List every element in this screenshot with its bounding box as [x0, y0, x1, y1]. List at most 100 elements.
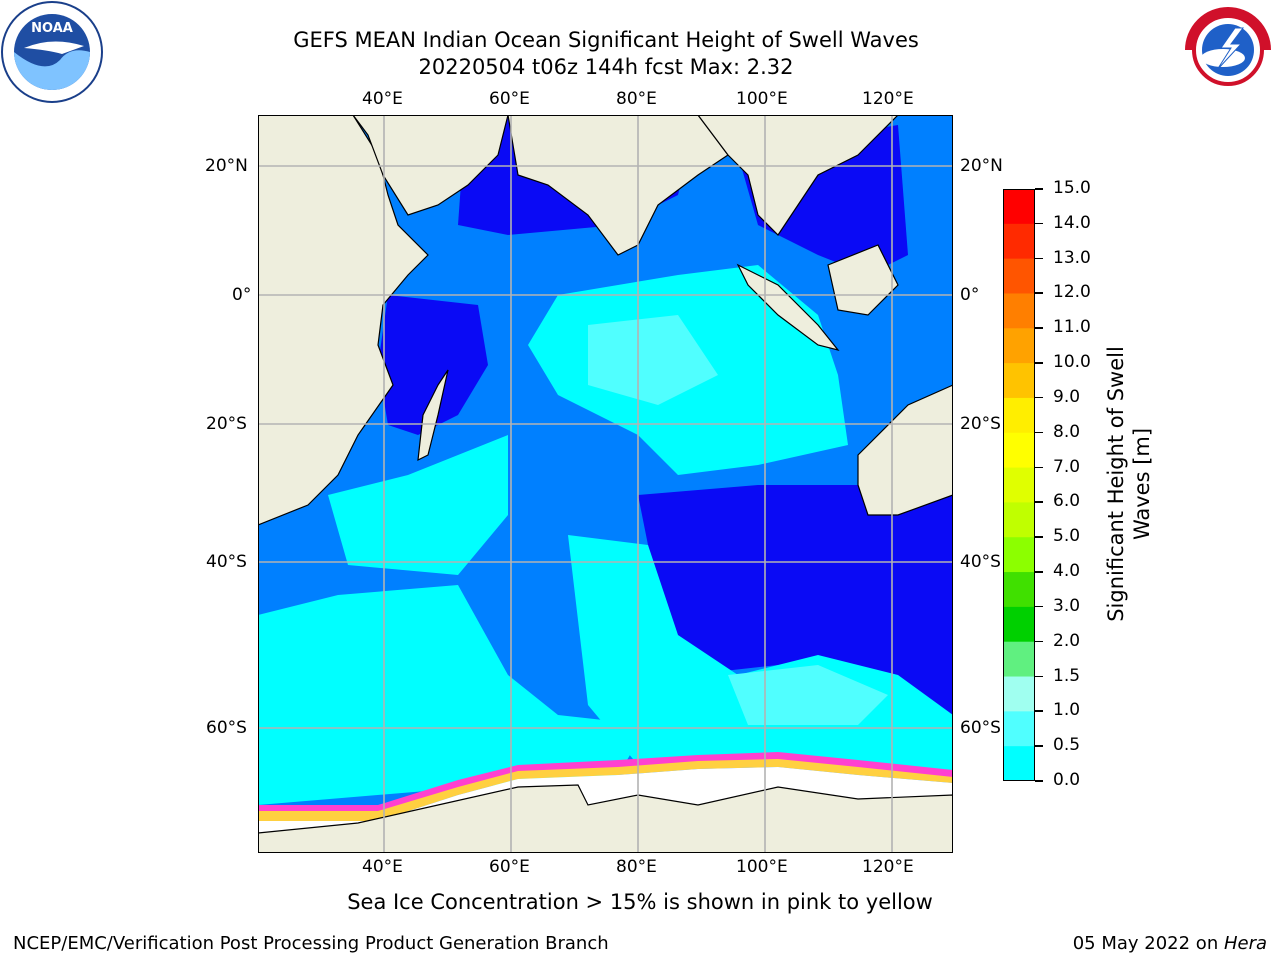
- southeast-asia-land: [697, 115, 899, 236]
- colorbar-tick-label: 3.0: [1053, 595, 1081, 616]
- footer-date: 05 May 2022 on Hera: [1073, 933, 1267, 954]
- colorbar-tick-mark: [1035, 536, 1043, 538]
- colorbar-tick-mark: [1035, 571, 1043, 573]
- colorbar-tick-label: 8.0: [1053, 421, 1081, 442]
- colorbar-tick-label: 15.0: [1053, 178, 1091, 198]
- lat-label-right: 20°S: [960, 414, 1001, 434]
- colorbar-segment: [1003, 363, 1035, 399]
- lat-label-left: 60°S: [206, 718, 247, 738]
- map-frame: [258, 115, 953, 853]
- colorbar-tick-mark: [1035, 745, 1043, 747]
- lon-label-bottom: 60°E: [489, 857, 530, 877]
- colorbar-segment: [1003, 328, 1035, 364]
- lat-label-right: 0°: [960, 285, 980, 305]
- lat-label-left: 20°S: [206, 414, 247, 434]
- colorbar-tick-label: 6.0: [1053, 491, 1081, 512]
- swell-map: [258, 115, 953, 853]
- colorbar-title: Significant Height of Swell Waves [m]: [1104, 346, 1154, 622]
- peak-swell-light: [728, 665, 888, 725]
- colorbar-scale: [1003, 189, 1035, 781]
- colorbar-tick-label: 7.0: [1053, 456, 1081, 477]
- lon-label-top: 40°E: [362, 89, 403, 109]
- colorbar-tick-mark: [1035, 431, 1043, 434]
- colorbar-segment: [1003, 432, 1035, 469]
- colorbar-tick-label: 1.5: [1053, 665, 1081, 686]
- lon-label-bottom: 120°E: [862, 857, 914, 877]
- colorbar-frame: [1003, 189, 1035, 781]
- colorbar-tick-mark: [1035, 640, 1043, 643]
- colorbar-tick-mark: [1035, 501, 1043, 503]
- footer-machine: Hera: [1223, 933, 1267, 954]
- colorbar-tick-label: 13.0: [1053, 247, 1091, 268]
- lon-label-top: 60°E: [489, 89, 530, 109]
- lat-label-right: 40°S: [960, 552, 1001, 572]
- footer-credit: NCEP/EMC/Verification Post Processing Pr…: [13, 933, 609, 954]
- colorbar-segment: [1003, 397, 1035, 434]
- madagascar-land: [417, 369, 449, 462]
- lon-label-top: 120°E: [862, 89, 914, 109]
- lat-label-right: 60°S: [960, 718, 1001, 738]
- lat-label-left: 20°N: [205, 156, 248, 176]
- colorbar-tick-label: 14.0: [1053, 212, 1091, 233]
- lon-label-bottom: 100°E: [736, 857, 788, 877]
- lat-label-left: 40°S: [206, 552, 247, 572]
- lon-label-bottom: 80°E: [616, 857, 657, 877]
- colorbar-segment: [1003, 502, 1035, 538]
- lat-label-left: 0°: [232, 285, 252, 305]
- colorbar-segment: [1003, 223, 1035, 260]
- svg-text:Waves [m]: Waves [m]: [1130, 428, 1154, 540]
- colorbar-segment: [1003, 572, 1035, 608]
- colorbar-tick-label: 12.0: [1053, 282, 1091, 303]
- lon-label-bottom: 40°E: [362, 857, 403, 877]
- colorbar-tick-mark: [1035, 605, 1043, 608]
- colorbar-tick-mark: [1035, 222, 1043, 225]
- sea-ice-yellow: [258, 759, 953, 823]
- colorbar-segment: [1003, 467, 1035, 503]
- colorbar-tick-label: 10.0: [1053, 352, 1091, 373]
- colorbar-tick-mark: [1035, 292, 1043, 294]
- sea-ice-note: Sea Ice Concentration > 15% is shown in …: [347, 890, 933, 914]
- colorbar-segment: [1003, 641, 1035, 678]
- colorbar-tick-mark: [1035, 780, 1043, 782]
- colorbar-segment: [1003, 189, 1035, 225]
- colorbar-tick-label: 11.0: [1053, 317, 1091, 338]
- colorbar-tick-mark: [1035, 396, 1043, 399]
- colorbar-tick-label: 9.0: [1053, 386, 1081, 407]
- colorbar-segment: [1003, 711, 1035, 747]
- colorbar-tick-label: 5.0: [1053, 526, 1081, 547]
- colorbar-tick-mark: [1035, 466, 1043, 469]
- colorbar-tick-mark: [1035, 675, 1043, 678]
- arabia-land: [352, 115, 509, 216]
- chart-title: GEFS MEAN Indian Ocean Significant Heigh…: [293, 28, 919, 52]
- lon-label-top: 100°E: [736, 89, 788, 109]
- center-swell-light: [588, 315, 718, 405]
- chart-subtitle: 20220504 t06z 144h fcst Max: 2.32: [418, 55, 794, 79]
- footer-date-text: 05 May 2022 on: [1072, 933, 1224, 954]
- colorbar-tick-mark: [1035, 257, 1043, 260]
- colorbar-tick-mark: [1035, 327, 1043, 329]
- colorbar-tick-label: 0.0: [1053, 770, 1081, 790]
- west-swell-cyan: [328, 435, 508, 575]
- colorbar-tick-mark: [1035, 710, 1043, 712]
- colorbar-tick-label: 4.0: [1053, 561, 1081, 582]
- colorbar-segment: [1003, 606, 1035, 643]
- somali-basin-low: [378, 295, 488, 435]
- lat-label-right: 20°N: [960, 156, 1003, 176]
- noaa-logo: NOAA: [0, 0, 105, 105]
- australia-land: [857, 384, 953, 516]
- svg-text:NOAA: NOAA: [31, 21, 73, 36]
- nws-logo: [1177, 0, 1280, 100]
- colorbar-tick-mark: [1035, 362, 1043, 364]
- colorbar-segment: [1003, 293, 1035, 329]
- colorbar-tick-label: 2.0: [1053, 630, 1081, 651]
- colorbar-segment: [1003, 676, 1035, 712]
- sumatra-land: [736, 263, 840, 352]
- colorbar-tick-mark: [1035, 188, 1043, 190]
- lon-label-top: 80°E: [616, 89, 657, 109]
- colorbar-segment: [1003, 537, 1035, 573]
- antarctica-land: [258, 784, 953, 853]
- colorbar-tick-label: 1.0: [1053, 700, 1081, 721]
- colorbar-segment: [1003, 746, 1035, 781]
- southwest-swell-cyan: [258, 585, 648, 805]
- svg-text:Significant Height of Swell: Significant Height of Swell: [1104, 346, 1128, 622]
